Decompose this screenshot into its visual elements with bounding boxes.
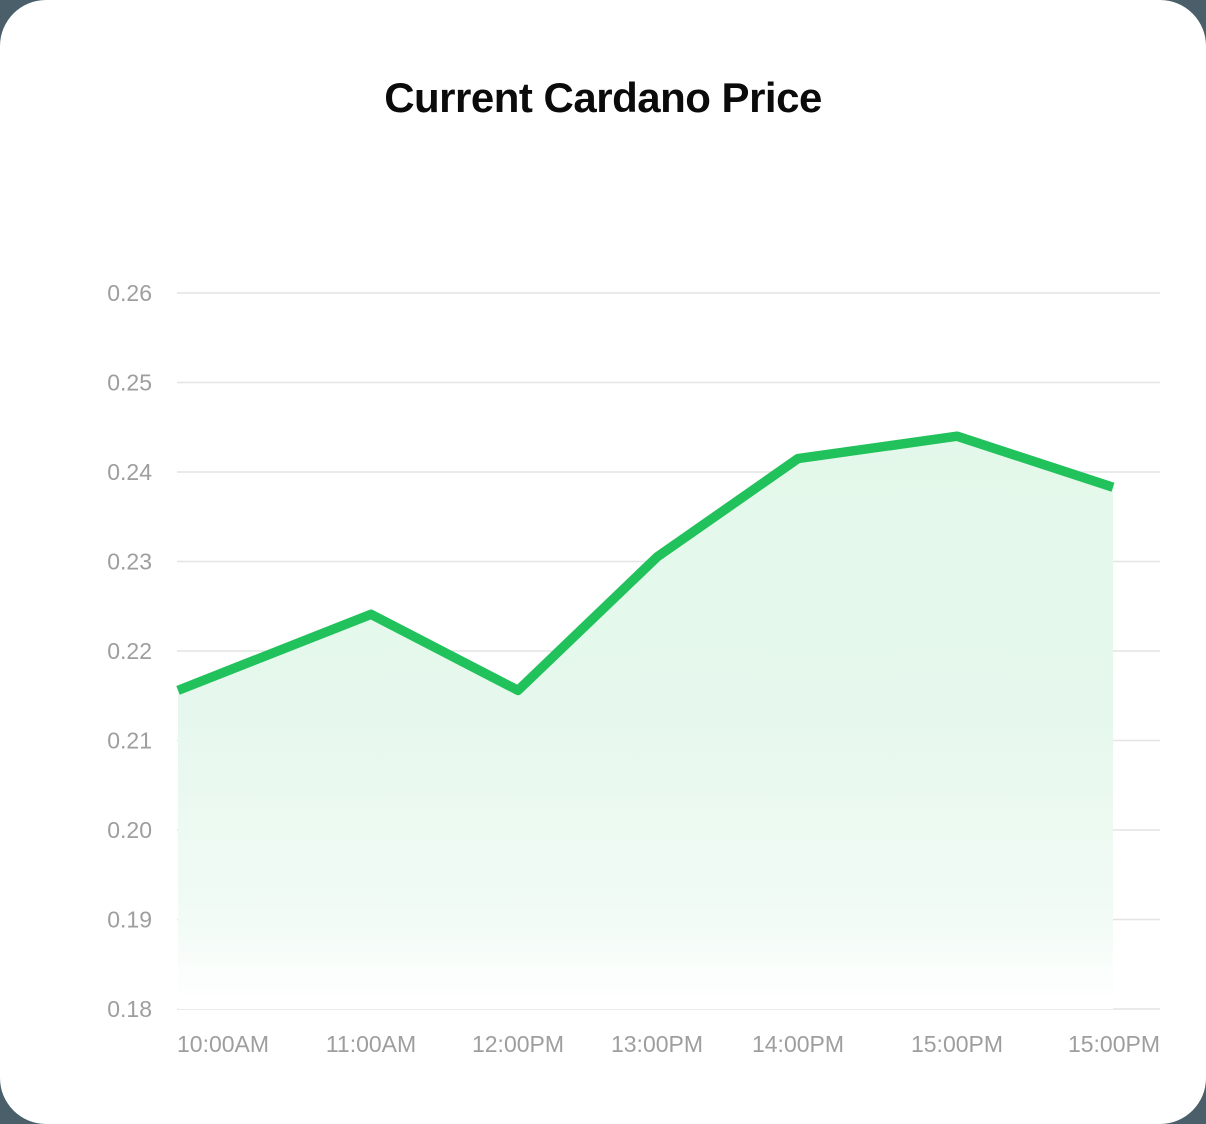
y-tick-label: 0.23 xyxy=(107,549,152,575)
y-tick-label: 0.20 xyxy=(107,817,152,843)
y-tick-label: 0.24 xyxy=(107,459,152,485)
y-tick-label: 0.21 xyxy=(107,728,152,754)
price-line xyxy=(176,431,1115,696)
y-tick-label: 0.22 xyxy=(107,638,152,664)
price-area xyxy=(178,436,1113,1009)
y-tick-label: 0.19 xyxy=(107,907,152,933)
x-tick-label: 11:00AM xyxy=(326,1031,416,1057)
x-tick-label: 14:00PM xyxy=(752,1031,844,1057)
x-tick-label: 12:00PM xyxy=(472,1031,564,1057)
x-tick-label: 10:00AM xyxy=(177,1031,269,1057)
y-tick-label: 0.18 xyxy=(107,996,152,1022)
x-tick-label: 15:00PM xyxy=(1068,1031,1160,1057)
x-tick-label: 15:00PM xyxy=(911,1031,1003,1057)
x-tick-label: 13:00PM xyxy=(611,1031,703,1057)
chart-title: Current Cardano Price xyxy=(384,74,822,121)
y-tick-label: 0.25 xyxy=(107,370,152,396)
y-tick-label: 0.26 xyxy=(107,280,152,306)
